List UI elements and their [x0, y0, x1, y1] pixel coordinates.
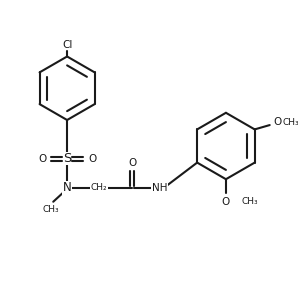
Text: S: S [63, 152, 71, 166]
Text: CH₃: CH₃ [242, 197, 258, 206]
Text: CH₃: CH₃ [282, 118, 298, 127]
Text: CH₃: CH₃ [42, 206, 59, 215]
Text: O: O [274, 117, 282, 127]
Text: O: O [128, 158, 136, 168]
Text: N: N [63, 181, 72, 194]
Text: O: O [222, 197, 230, 206]
Text: CH₂: CH₂ [91, 183, 107, 192]
Text: O: O [88, 154, 96, 164]
Text: O: O [38, 154, 46, 164]
Text: Cl: Cl [62, 40, 72, 50]
Text: NH: NH [152, 183, 167, 193]
